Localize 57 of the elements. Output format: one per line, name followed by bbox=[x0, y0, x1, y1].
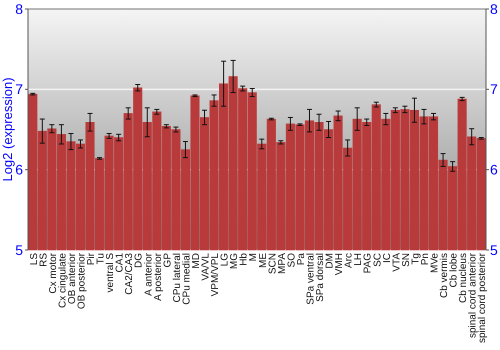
x-tick-label: Cb vermis bbox=[439, 253, 450, 298]
x-tick-label: LG bbox=[220, 252, 231, 266]
x-tick-label: A posterior bbox=[152, 252, 164, 301]
x-tick-label: Pn bbox=[420, 253, 431, 266]
x-tick-label: VTA bbox=[391, 252, 402, 272]
x-tick-label: SCN bbox=[267, 253, 278, 274]
x-tick-label: CA1 bbox=[114, 252, 126, 272]
x-tick-label: LH bbox=[353, 253, 364, 266]
y-tick-label: 7 bbox=[15, 81, 24, 98]
x-tick-label: A anterior bbox=[143, 252, 154, 296]
x-tick-label: SN bbox=[400, 253, 412, 267]
x-tick-label: OB posterior bbox=[76, 252, 88, 310]
x-tick-label: ME bbox=[258, 252, 269, 268]
y-tick-label: 8 bbox=[15, 0, 24, 17]
y-axis-title: Log2 (expression) bbox=[0, 77, 15, 182]
x-tick-label: RS bbox=[38, 252, 50, 267]
y2-tick-label: 6 bbox=[490, 162, 498, 178]
x-tick-label: ventral S bbox=[105, 252, 116, 292]
x-tick-label: Cb nucleus bbox=[458, 253, 470, 304]
y2-tick-label: 7 bbox=[490, 81, 498, 98]
x-tick-label: VA/VL bbox=[200, 252, 212, 281]
x-tick-label: OB anterior bbox=[66, 252, 78, 304]
y2-tick-label: 8 bbox=[490, 0, 498, 17]
x-tick-label: CPu lateral bbox=[172, 253, 183, 302]
x-tick-label: SO bbox=[286, 252, 298, 268]
x-tick-label: M bbox=[248, 253, 260, 262]
x-tick-label: LS bbox=[28, 252, 40, 266]
x-tick-label: Cx cingulate bbox=[57, 252, 68, 308]
x-tick-label: MG bbox=[229, 252, 240, 270]
y-tick-label: 5 bbox=[15, 242, 24, 258]
x-tick-label: Tg bbox=[410, 253, 422, 265]
x-tick-label: IC bbox=[382, 253, 393, 263]
x-tick-label: spinal cord anterior bbox=[468, 252, 479, 338]
x-tick-label: SPa dorsal bbox=[315, 253, 326, 302]
x-tick-label: CA2/CA3 bbox=[124, 252, 136, 295]
x-tick-label: Pa bbox=[296, 252, 307, 266]
x-tick-label: DM bbox=[324, 253, 336, 269]
y2-tick-label: 5 bbox=[490, 242, 498, 258]
y-tick-label: 6 bbox=[15, 162, 24, 178]
x-tick-label: Pir bbox=[86, 252, 98, 266]
x-tick-label: Hb bbox=[238, 252, 250, 266]
x-tick-label: Cx motor bbox=[48, 252, 59, 294]
x-tick-label: Cb lobe bbox=[448, 252, 460, 288]
x-tick-label: MPA bbox=[276, 252, 288, 274]
x-tick-label: SC bbox=[372, 253, 384, 267]
x-tick-label: DG bbox=[134, 252, 145, 268]
x-tick-label: VPM/VPL bbox=[210, 252, 222, 296]
x-tick-label: PAG bbox=[362, 252, 374, 274]
x-tick-label: spinal cord posterior bbox=[477, 252, 488, 344]
x-tick-label: Arc bbox=[344, 253, 355, 268]
x-tick-label: MVe bbox=[430, 252, 441, 274]
x-tick-label: VMH bbox=[334, 253, 346, 276]
x-tick-label: MD bbox=[190, 253, 202, 269]
x-tick-label: CPu medial bbox=[181, 253, 192, 305]
x-tick-label: SPa ventral bbox=[305, 253, 316, 305]
x-tick-label: GP bbox=[162, 252, 174, 268]
x-tick-label: Tu bbox=[96, 253, 107, 264]
